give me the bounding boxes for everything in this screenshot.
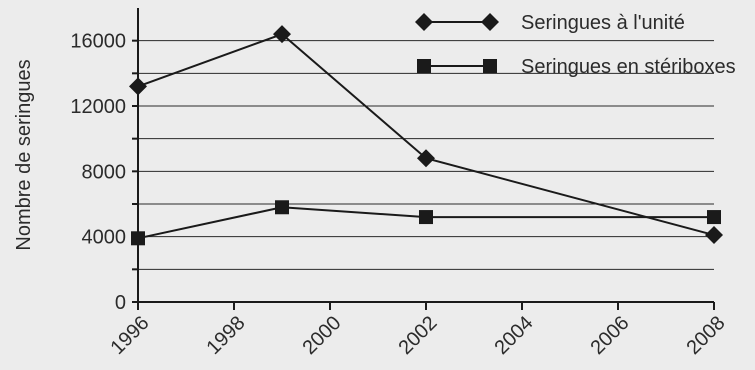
x-tick-label: 1996 xyxy=(107,312,154,359)
x-tick-label: 2004 xyxy=(491,312,538,359)
x-tick-label: 2000 xyxy=(299,312,346,359)
square-marker xyxy=(419,210,433,225)
x-tick-label: 2006 xyxy=(587,312,634,359)
series-line xyxy=(137,32,715,236)
y-tick-label: 16000 xyxy=(70,31,126,53)
square-marker xyxy=(131,231,145,246)
y-axis-title: Nombre de seringues xyxy=(13,59,35,250)
legend-marker xyxy=(417,59,431,73)
x-tick-label: 1998 xyxy=(203,312,250,359)
legend-item: Seringues à l'unité xyxy=(415,12,685,34)
legend-marker xyxy=(415,13,433,31)
x-tick-label: 2002 xyxy=(395,312,442,359)
diamond-marker xyxy=(129,77,147,96)
grid xyxy=(138,40,714,270)
legend-marker xyxy=(483,59,497,73)
legend-item: Seringues en stériboxes xyxy=(417,56,736,78)
y-tick-label: 8000 xyxy=(82,161,127,183)
square-marker xyxy=(707,210,721,225)
diamond-marker xyxy=(273,25,291,44)
series-line xyxy=(137,206,714,240)
diamond-marker xyxy=(705,226,723,245)
legend-label: Seringues à l'unité xyxy=(521,12,685,34)
series-1 xyxy=(129,25,723,245)
legend-marker xyxy=(481,13,499,31)
legend-label: Seringues en stériboxes xyxy=(521,56,736,78)
y-tick-label: 12000 xyxy=(70,96,126,118)
y-tick-label: 0 xyxy=(115,292,126,314)
y-tick-label: 4000 xyxy=(82,227,127,249)
series-layer xyxy=(129,25,723,246)
x-tick-label: 2008 xyxy=(683,312,730,359)
legend: Seringues à l'unité Seringues en stéribox… xyxy=(415,12,736,78)
series-2 xyxy=(131,200,721,246)
square-marker xyxy=(275,200,289,215)
diamond-marker xyxy=(417,149,435,168)
